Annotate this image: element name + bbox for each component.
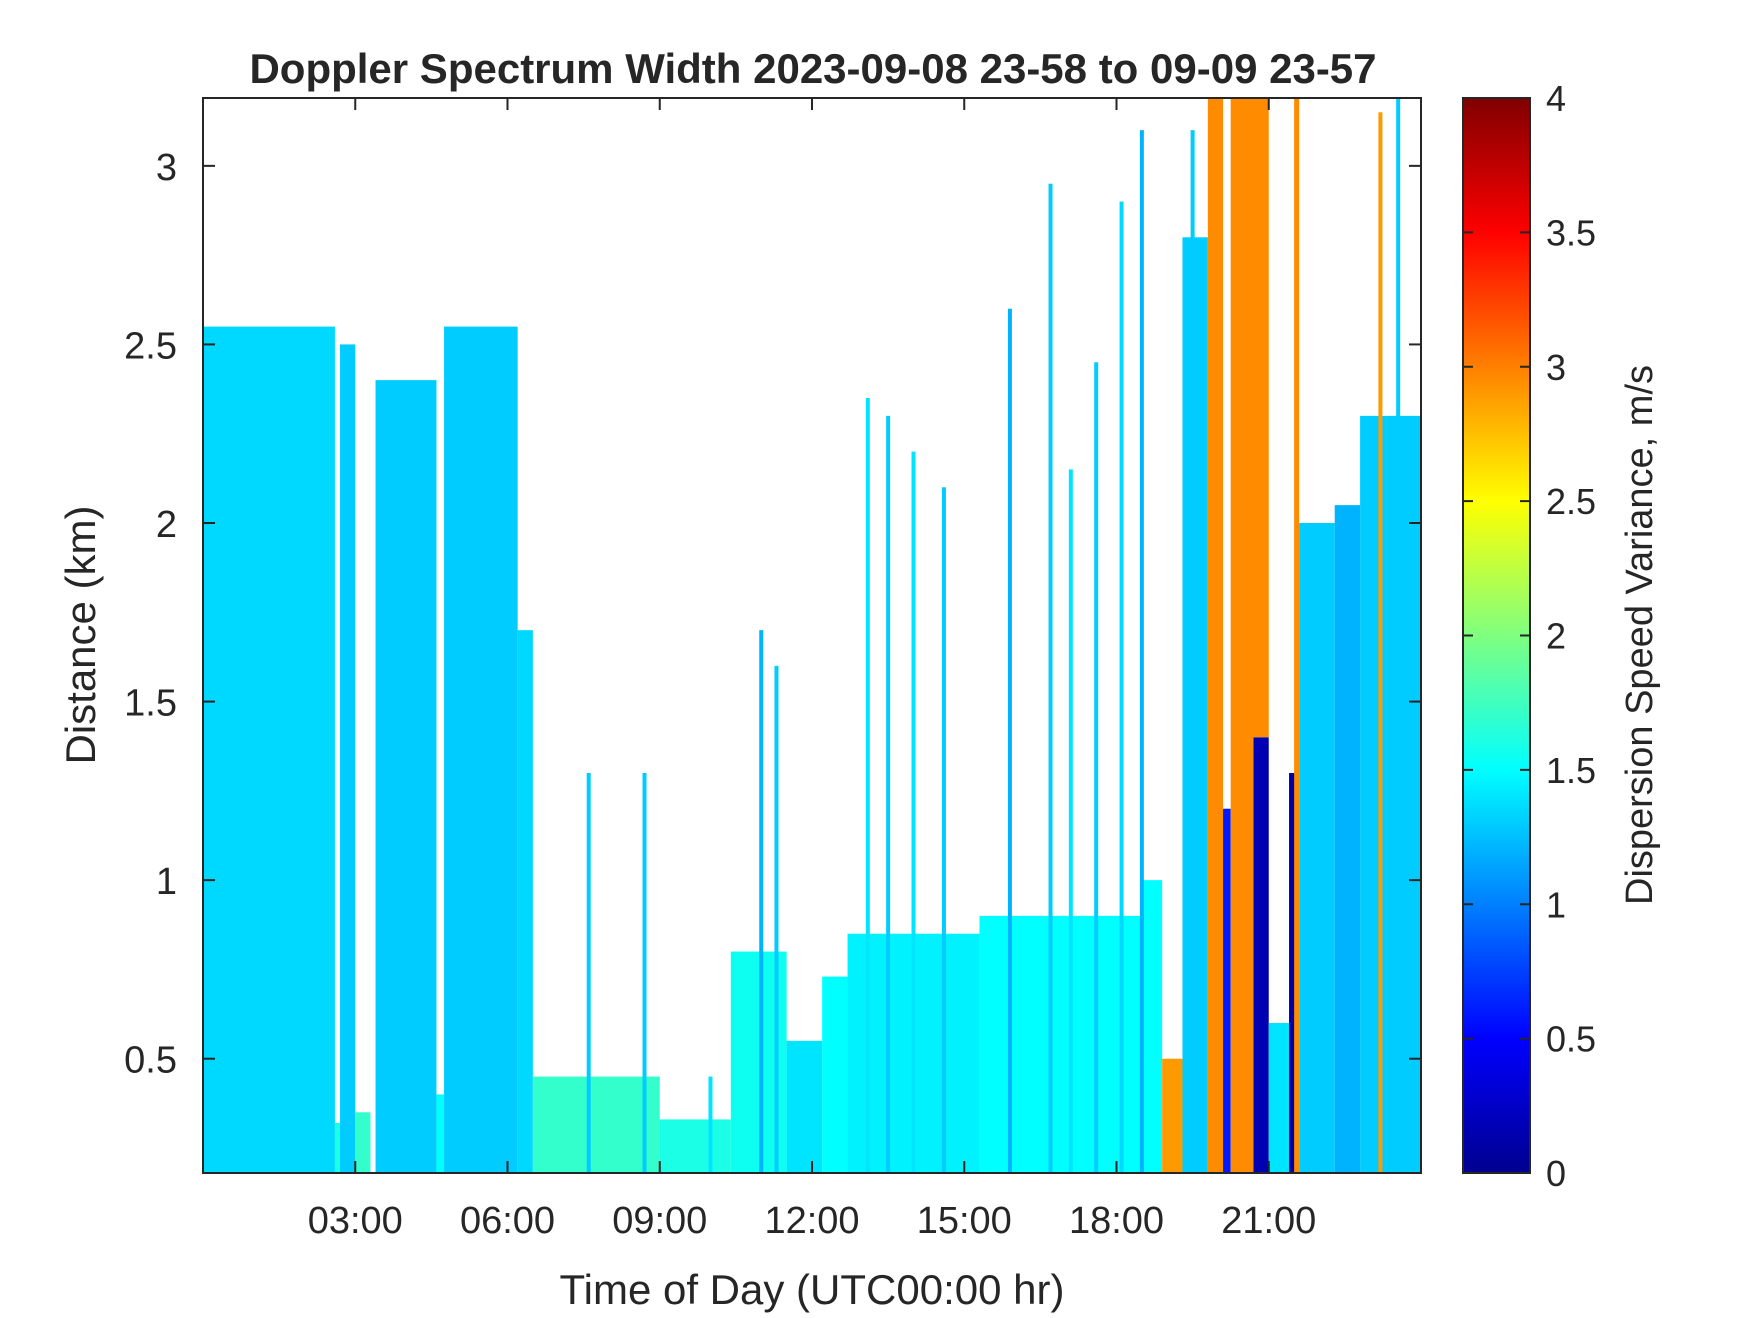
x-tick-label-3: 12:00 [764, 1200, 859, 1242]
heatmap-streak-17 [1396, 98, 1401, 1173]
colorbar-gradient [1463, 98, 1530, 1173]
heatmap-region-0 [203, 326, 335, 1174]
heatmap-region-27 [1334, 505, 1361, 1174]
colorbar: 0 0.5 1 1.5 2 2.5 3 3.5 4 Dispersion Speed Varia… [1462, 78, 1661, 1194]
heatmap-region-16 [1162, 1058, 1183, 1173]
x-tick-label-6: 21:00 [1221, 1200, 1316, 1242]
heatmap-streak-4 [774, 665, 779, 1173]
heatmap-region-24 [1289, 773, 1297, 1173]
heatmap-streak-9 [1007, 308, 1012, 1173]
colorbar-tick-label-7: 3.5 [1546, 212, 1596, 253]
y-tick-label-5: 3 [156, 147, 177, 189]
heatmap-region-12 [822, 976, 848, 1173]
heatmap-region-9 [659, 1119, 731, 1173]
heatmap-streak-16 [1378, 112, 1383, 1173]
y-tick-label-4: 2.5 [124, 325, 177, 367]
colorbar-tick-label-8: 4 [1546, 78, 1566, 119]
heatmap-region-11 [786, 1040, 823, 1173]
heatmap-streak-12 [1094, 362, 1099, 1173]
heatmap-region-3 [355, 1112, 371, 1173]
heatmap-region-26 [1299, 523, 1335, 1173]
y-tick-label-2: 1.5 [124, 683, 177, 725]
x-axis: 03:00 06:00 09:00 12:00 15:00 18:00 21:00 [308, 98, 1316, 1242]
heatmap-streak-11 [1068, 469, 1073, 1173]
y-tick-label-1: 1 [156, 861, 177, 903]
heatmap-region-5 [436, 1094, 445, 1173]
heatmap-region-14 [979, 915, 1142, 1173]
colorbar-tick-label-5: 2.5 [1546, 481, 1596, 522]
heatmap-region-7 [517, 630, 533, 1173]
heatmap-region-23 [1268, 1023, 1290, 1173]
y-axis-label: Distance (km) [57, 505, 104, 764]
heatmap-streak-15 [1190, 130, 1195, 1174]
heatmap-region-17 [1182, 237, 1208, 1174]
heatmap-region-8 [532, 1076, 660, 1173]
heatmap-region-6 [444, 326, 518, 1174]
heatmap-streak-2 [708, 1076, 713, 1173]
x-tick-label-2: 09:00 [612, 1200, 707, 1242]
colorbar-tick-label-4: 2 [1546, 616, 1566, 657]
heatmap-streak-14 [1139, 130, 1144, 1174]
y-tick-label-3: 2 [156, 504, 177, 546]
heatmap-cells [203, 98, 1421, 1174]
heatmap-region-21 [1253, 737, 1269, 1173]
heatmap-region-4 [375, 380, 437, 1174]
heatmap-region-1 [334, 1123, 341, 1173]
y-tick-label-0: 0.5 [124, 1040, 177, 1082]
heatmap-region-28 [1360, 415, 1421, 1173]
heatmap-streak-8 [941, 487, 946, 1173]
colorbar-tick-label-3: 1.5 [1546, 750, 1596, 791]
heatmap-region-19 [1223, 808, 1231, 1173]
colorbar-label: Dispersion Speed Variance, m/s [1619, 365, 1661, 905]
x-tick-label-0: 03:00 [308, 1200, 403, 1242]
colorbar-tick-label-2: 1 [1546, 884, 1566, 925]
heatmap-streak-1 [642, 773, 647, 1173]
y-axis: 0.5 1 1.5 2 2.5 3 [124, 147, 1421, 1082]
heatmap-region-25 [1294, 98, 1300, 1173]
colorbar-tick-label-1: 0.5 [1546, 1019, 1596, 1060]
heatmap-streak-3 [759, 630, 764, 1173]
colorbar-tick-label-0: 0 [1546, 1153, 1566, 1194]
heatmap-streak-0 [586, 773, 591, 1173]
x-tick-label-1: 06:00 [460, 1200, 555, 1242]
heatmap-region-2 [340, 344, 356, 1173]
heatmap-streak-6 [886, 415, 891, 1173]
heatmap-region-18 [1207, 98, 1224, 1173]
x-tick-label-4: 15:00 [917, 1200, 1012, 1242]
heatmap-streak-10 [1048, 183, 1053, 1173]
heatmap-region-20 [1230, 98, 1254, 1173]
heatmap-region-22 [1253, 98, 1269, 738]
heatmap-streak-7 [911, 451, 916, 1174]
heatmap-streak-5 [865, 398, 870, 1173]
plot-area [202, 97, 1422, 1174]
colorbar-tick-label-6: 3 [1546, 347, 1566, 388]
heatmap-streak-13 [1119, 201, 1124, 1174]
heatmap-region-15 [1141, 880, 1163, 1173]
chart-title: Doppler Spectrum Width 2023-09-08 23-58 … [249, 45, 1376, 92]
x-axis-label: Time of Day (UTC00:00 hr) [560, 1266, 1065, 1313]
colorbar-ticks: 0 0.5 1 1.5 2 2.5 3 3.5 4 [1463, 78, 1596, 1194]
x-tick-label-5: 18:00 [1069, 1200, 1164, 1242]
